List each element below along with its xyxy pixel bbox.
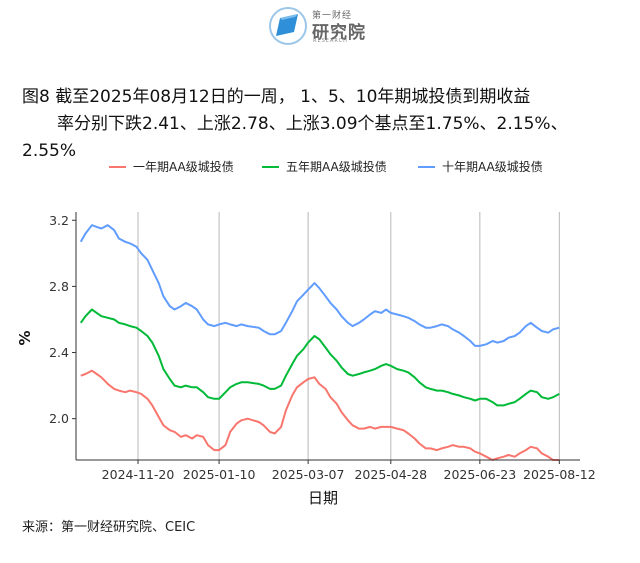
y-tick-label-2: 2.8 bbox=[49, 279, 69, 294]
legend-item-5y: 五年期AA级城投债 bbox=[262, 158, 387, 175]
title-line-1: 图8 截至2025年08月12日的一周， 1、5、10年期城投债到期收益 bbox=[22, 87, 531, 107]
brand-logo: 第一财经 研究院 RESEARCH bbox=[268, 6, 378, 46]
legend-item-10y: 十年期AA级城投债 bbox=[418, 158, 543, 175]
legend-label-1y: 一年期AA级城投债 bbox=[133, 160, 234, 174]
brand-top-text: 第一财经 bbox=[312, 11, 353, 21]
legend-item-1y: 一年期AA级城投债 bbox=[109, 158, 234, 175]
grid-lines bbox=[137, 212, 560, 460]
series-lines bbox=[79, 224, 560, 461]
x-tick-label-5: 2025-08-12 bbox=[523, 467, 596, 482]
y-tick-label-0: 2.0 bbox=[49, 411, 69, 426]
source-note: 来源：第一财经研究院、CEIC bbox=[22, 520, 196, 535]
y-tick-label-1: 2.4 bbox=[49, 345, 69, 360]
series-line-1 bbox=[79, 308, 560, 407]
figure-title: 图8 截至2025年08月12日的一周， 1、5、10年期城投债到期收益 率分别… bbox=[22, 84, 622, 165]
x-tick-label-0: 2024-11-20 bbox=[102, 467, 175, 482]
series-line-0 bbox=[80, 369, 560, 461]
legend-label-5y: 五年期AA级城投债 bbox=[286, 160, 387, 174]
legend-swatch-5y bbox=[262, 165, 279, 168]
series-line-2 bbox=[79, 224, 560, 347]
y-tick-label-3: 3.2 bbox=[49, 213, 69, 228]
chart-legend: 一年期AA级城投债 五年期AA级城投债 十年期AA级城投债 bbox=[0, 158, 640, 178]
x-tick-label-2: 2025-03-07 bbox=[272, 467, 345, 482]
axes: 2024-11-20 2025-01-10 2025-03-07 2025-04-28… bbox=[49, 212, 596, 482]
legend-label-10y: 十年期AA级城投债 bbox=[442, 160, 543, 174]
legend-swatch-1y bbox=[109, 165, 126, 168]
legend-swatch-10y bbox=[418, 165, 435, 168]
brand-english: RESEARCH bbox=[313, 38, 348, 44]
x-tick-label-3: 2025-04-28 bbox=[354, 467, 427, 482]
brand-logo-icon bbox=[269, 7, 307, 45]
brand-name: 研究院 bbox=[312, 23, 366, 43]
x-tick-label-1: 2025-01-10 bbox=[183, 467, 256, 482]
x-tick-label-4: 2025-06-23 bbox=[444, 467, 517, 482]
title-line-3: 2.55% bbox=[22, 141, 77, 161]
x-axis-label: 日期 bbox=[308, 489, 338, 507]
y-axis-label: % bbox=[16, 330, 34, 345]
title-line-2: 率分别下跌2.41、上涨2.78、上涨3.09个基点至1.75%、2.15%、 bbox=[57, 114, 568, 134]
